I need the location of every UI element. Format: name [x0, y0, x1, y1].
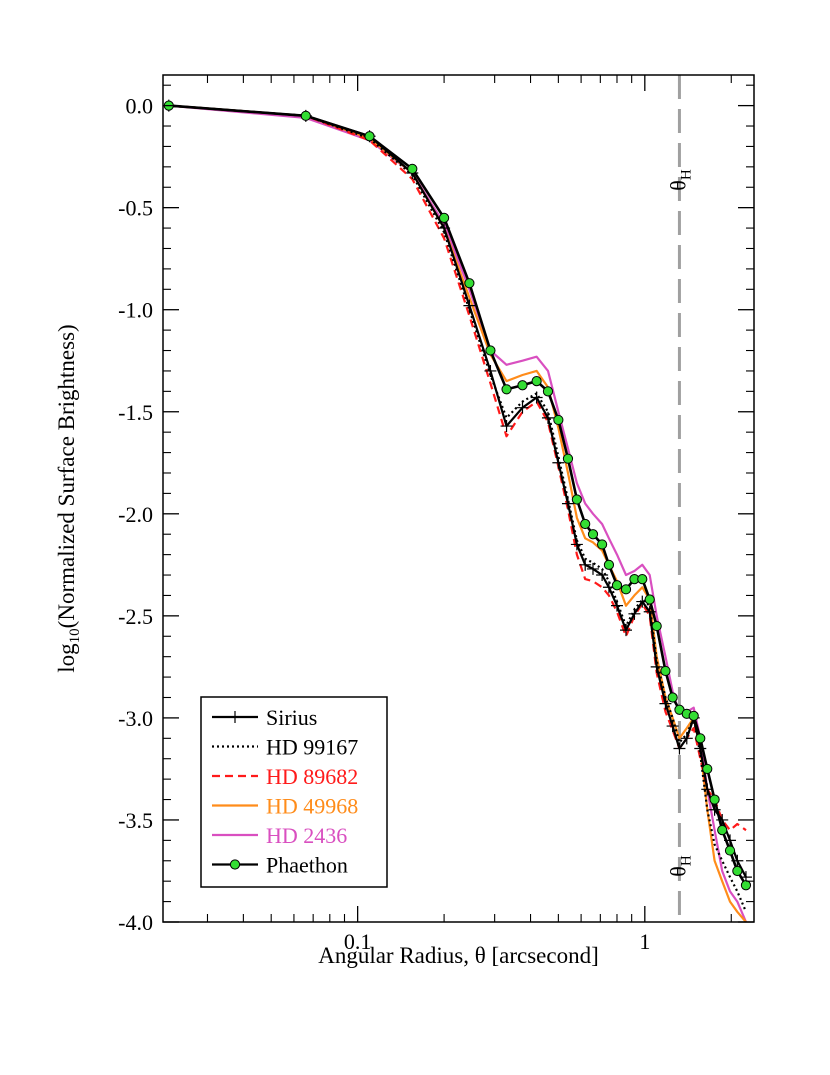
phaethon-point: [717, 825, 728, 836]
sirius-point: [463, 299, 476, 312]
series-line-hd-89682: [168, 104, 747, 832]
phaethon-point: [531, 376, 542, 387]
x-tick-label: 0.1: [344, 929, 372, 954]
phaethon-point: [580, 518, 591, 530]
sirius-point: [680, 732, 693, 745]
ticks-layer: 0.0 -0.5 -1.0 -1.5 -2.0 -2.5 -3.0 -3.5 -4.0 0.1 1: [118, 75, 754, 954]
reference-line-label-top-main: θ: [665, 180, 690, 191]
legend-label-phaethon: Phaethon: [266, 853, 348, 878]
phaethon-point: [651, 620, 662, 632]
phaethon-point: [364, 131, 375, 142]
phaethon-point: [709, 794, 720, 805]
phaethon-point: [667, 692, 678, 703]
phaethon-point: [740, 880, 752, 891]
phaethon-point: [620, 584, 632, 595]
legend-box: [200, 696, 388, 888]
sirius-point: [610, 599, 623, 612]
reference-line-label-top: θH: [665, 169, 694, 191]
y-tick-label: -1.0: [118, 298, 153, 323]
y-axis-label: log10(Normalized Surface Brightness): [54, 324, 83, 672]
plot-frame: [162, 74, 755, 923]
phaethon-point: [407, 163, 418, 174]
y-axis-label-sub: 10: [67, 628, 83, 643]
reference-line-label-top-sub: H: [678, 169, 694, 180]
axis-labels: Angular Radius, θ [arcsecond] log10(Norm…: [54, 324, 599, 968]
sirius-point: [570, 538, 583, 551]
phaethon-point: [688, 710, 699, 721]
sirius-point: [708, 803, 721, 816]
phaethon-point: [724, 845, 736, 856]
y-tick-label: 0.0: [126, 94, 154, 119]
axes-layer: [162, 74, 755, 923]
legend-label-hd-2436: HD 2436: [266, 823, 347, 848]
x-axis-label: Angular Radius, θ [arcsecond]: [318, 943, 599, 968]
series-layer: [162, 99, 752, 923]
sirius-point: [650, 660, 663, 673]
phaethon-point: [732, 865, 743, 877]
phaethon-point: [562, 453, 574, 464]
phaethon-point: [644, 594, 655, 605]
phaethon-point: [571, 494, 582, 505]
phaethon-point: [660, 665, 671, 677]
sirius-point: [659, 697, 672, 710]
y-axis-label-main: log: [54, 643, 79, 673]
legend-label-hd-89682: HD 89682: [266, 764, 358, 789]
phaethon-point: [695, 733, 706, 744]
sirius-point: [561, 497, 574, 510]
sirius-point: [516, 401, 529, 414]
y-tick-label: -1.5: [118, 400, 153, 425]
sirius-point: [500, 420, 513, 433]
sirius-point: [541, 411, 554, 424]
phaethon-point: [542, 386, 554, 397]
sirius-point: [628, 607, 641, 620]
phaethon-point: [596, 539, 608, 550]
legend-marker-phaethon: [229, 859, 241, 870]
y-tick-label: -4.0: [118, 910, 153, 935]
phaethon-point: [464, 278, 475, 289]
series-line-sirius: [168, 104, 747, 878]
sirius-point: [552, 456, 565, 469]
y-tick-label: -2.5: [118, 604, 153, 629]
phaethon-point: [553, 414, 564, 426]
phaethon-point: [637, 574, 648, 585]
y-tick-label: -3.5: [118, 808, 153, 833]
sirius-point: [484, 364, 497, 377]
phaethon-point: [603, 559, 615, 570]
sirius-point: [694, 742, 707, 755]
y-tick-label: -2.0: [118, 502, 153, 527]
legend-label-sirius: Sirius: [266, 705, 317, 730]
reference-line-label-bottom: θH: [665, 855, 694, 877]
sirius-point: [586, 562, 599, 575]
phaethon-point: [501, 384, 512, 395]
phaethon-point: [587, 529, 599, 540]
sirius-point: [530, 391, 543, 404]
legend-label-hd-99167: HD 99167: [266, 735, 358, 760]
phaethon-point: [611, 580, 623, 591]
series-line-phaethon: [168, 104, 748, 886]
reference-line-label-bottom-sub: H: [678, 855, 694, 866]
legend-label-hd-49968: HD 49968: [266, 794, 358, 819]
phaethon-point: [485, 345, 496, 356]
sirius-point: [666, 720, 679, 733]
y-tick-label: -3.0: [118, 706, 153, 731]
x-tick-label: 1: [639, 929, 650, 954]
sirius-point: [716, 813, 729, 826]
y-tick-label: -0.5: [118, 196, 153, 221]
reference-line-label-bottom-main: θ: [665, 866, 690, 877]
phaethon-point: [438, 212, 450, 223]
sirius-point: [620, 624, 633, 637]
phaethon-point: [702, 763, 713, 775]
series-line-hd-99167: [168, 104, 748, 913]
legend: Sirius HD 99167 HD 89682 HD 49968 HD 2436 Pha…: [200, 696, 388, 888]
phaethon-point: [300, 110, 311, 121]
sirius-point: [596, 569, 609, 582]
sirius-point: [579, 558, 592, 571]
legend-marker-sirius: [229, 711, 241, 723]
sirius-point: [673, 742, 686, 755]
phaethon-point: [517, 380, 528, 391]
y-axis-label-rest: (Normalized Surface Brightness): [54, 324, 79, 628]
